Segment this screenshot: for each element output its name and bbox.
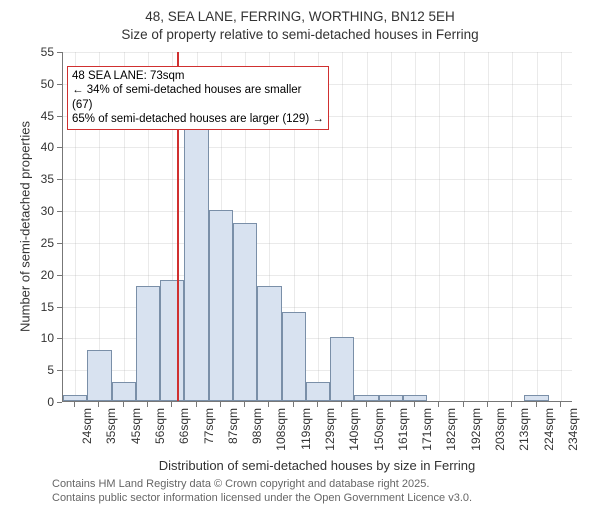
x-tick-mark	[560, 402, 561, 407]
x-tick-label: 150sqm	[372, 408, 386, 451]
title-sub: Size of property relative to semi-detach…	[0, 26, 600, 44]
x-tick-mark	[390, 402, 391, 407]
x-tick-mark	[511, 402, 512, 407]
y-tick-label: 5	[24, 363, 54, 377]
gridline-v	[391, 52, 392, 401]
x-tick-label: 182sqm	[444, 408, 458, 451]
gridline-v	[464, 52, 465, 401]
x-tick-mark	[98, 402, 99, 407]
histogram-bar	[63, 395, 87, 401]
gridline-v	[367, 52, 368, 401]
y-tick-mark	[57, 179, 62, 180]
x-tick-label: 108sqm	[274, 408, 288, 451]
x-tick-mark	[317, 402, 318, 407]
x-tick-label: 234sqm	[566, 408, 580, 451]
x-tick-label: 66sqm	[177, 408, 191, 444]
x-tick-label: 24sqm	[80, 408, 94, 444]
x-tick-mark	[268, 402, 269, 407]
x-tick-label: 35sqm	[104, 408, 118, 444]
title-main: 48, SEA LANE, FERRING, WORTHING, BN12 5E…	[0, 8, 600, 26]
x-tick-mark	[220, 402, 221, 407]
x-tick-mark	[487, 402, 488, 407]
x-tick-label: 87sqm	[226, 408, 240, 444]
x-tick-mark	[171, 402, 172, 407]
histogram-bar	[379, 395, 403, 401]
gridline-v	[439, 52, 440, 401]
annotation-line1: 48 SEA LANE: 73sqm	[72, 69, 324, 83]
annotation-line2: ← 34% of semi-detached houses are smalle…	[72, 83, 324, 112]
x-tick-mark	[147, 402, 148, 407]
y-tick-mark	[57, 307, 62, 308]
histogram-bar	[87, 350, 111, 401]
x-tick-label: 129sqm	[323, 408, 337, 451]
histogram-bar	[306, 382, 330, 401]
x-tick-mark	[341, 402, 342, 407]
annotation-line3: 65% of semi-detached houses are larger (…	[72, 112, 324, 126]
x-tick-mark	[366, 402, 367, 407]
attribution: Contains HM Land Registry data © Crown c…	[52, 478, 472, 506]
x-tick-label: 98sqm	[250, 408, 264, 444]
histogram-bar	[112, 382, 136, 401]
annotation-box: 48 SEA LANE: 73sqm ← 34% of semi-detache…	[67, 66, 329, 130]
y-tick-label: 0	[24, 395, 54, 409]
histogram-bar	[354, 395, 378, 401]
y-tick-label: 55	[24, 45, 54, 59]
x-tick-mark	[414, 402, 415, 407]
chart-titles: 48, SEA LANE, FERRING, WORTHING, BN12 5E…	[0, 8, 600, 43]
attribution-line1: Contains HM Land Registry data © Crown c…	[52, 478, 472, 492]
x-tick-label: 224sqm	[542, 408, 556, 451]
y-tick-mark	[57, 402, 62, 403]
x-tick-label: 161sqm	[396, 408, 410, 451]
histogram-bar	[136, 286, 160, 401]
x-tick-mark	[74, 402, 75, 407]
x-tick-label: 119sqm	[299, 408, 313, 450]
histogram-bar	[403, 395, 427, 401]
x-tick-label: 77sqm	[202, 408, 216, 444]
histogram-bar	[160, 280, 184, 401]
x-tick-label: 213sqm	[517, 408, 531, 451]
gridline-v	[537, 52, 538, 401]
y-tick-label: 50	[24, 77, 54, 91]
gridline-v	[488, 52, 489, 401]
attribution-line2: Contains public sector information licen…	[52, 492, 472, 506]
histogram-bar	[233, 223, 257, 401]
x-tick-mark	[123, 402, 124, 407]
y-axis-title: Number of semi-detached properties	[18, 107, 33, 347]
y-tick-mark	[57, 275, 62, 276]
y-tick-mark	[57, 116, 62, 117]
histogram-bar	[330, 337, 354, 401]
histogram-bar	[257, 286, 281, 401]
histogram-bar	[209, 210, 233, 401]
y-tick-mark	[57, 338, 62, 339]
y-tick-mark	[57, 243, 62, 244]
y-tick-mark	[57, 147, 62, 148]
y-tick-mark	[57, 370, 62, 371]
x-tick-mark	[244, 402, 245, 407]
x-tick-label: 56sqm	[153, 408, 167, 444]
x-axis-title: Distribution of semi-detached houses by …	[62, 458, 572, 473]
x-tick-mark	[438, 402, 439, 407]
y-tick-mark	[57, 84, 62, 85]
x-tick-label: 192sqm	[469, 408, 483, 451]
gridline-v	[561, 52, 562, 401]
y-tick-mark	[57, 52, 62, 53]
x-tick-label: 45sqm	[129, 408, 143, 444]
x-tick-label: 140sqm	[347, 408, 361, 451]
x-tick-label: 171sqm	[420, 408, 434, 451]
histogram-bar	[524, 395, 548, 401]
x-tick-label: 203sqm	[493, 408, 507, 451]
y-tick-mark	[57, 211, 62, 212]
histogram-bar	[282, 312, 306, 401]
x-tick-mark	[293, 402, 294, 407]
x-tick-mark	[536, 402, 537, 407]
x-tick-mark	[196, 402, 197, 407]
x-tick-mark	[463, 402, 464, 407]
gridline-v	[512, 52, 513, 401]
histogram-bar	[184, 108, 208, 401]
gridline-v	[415, 52, 416, 401]
